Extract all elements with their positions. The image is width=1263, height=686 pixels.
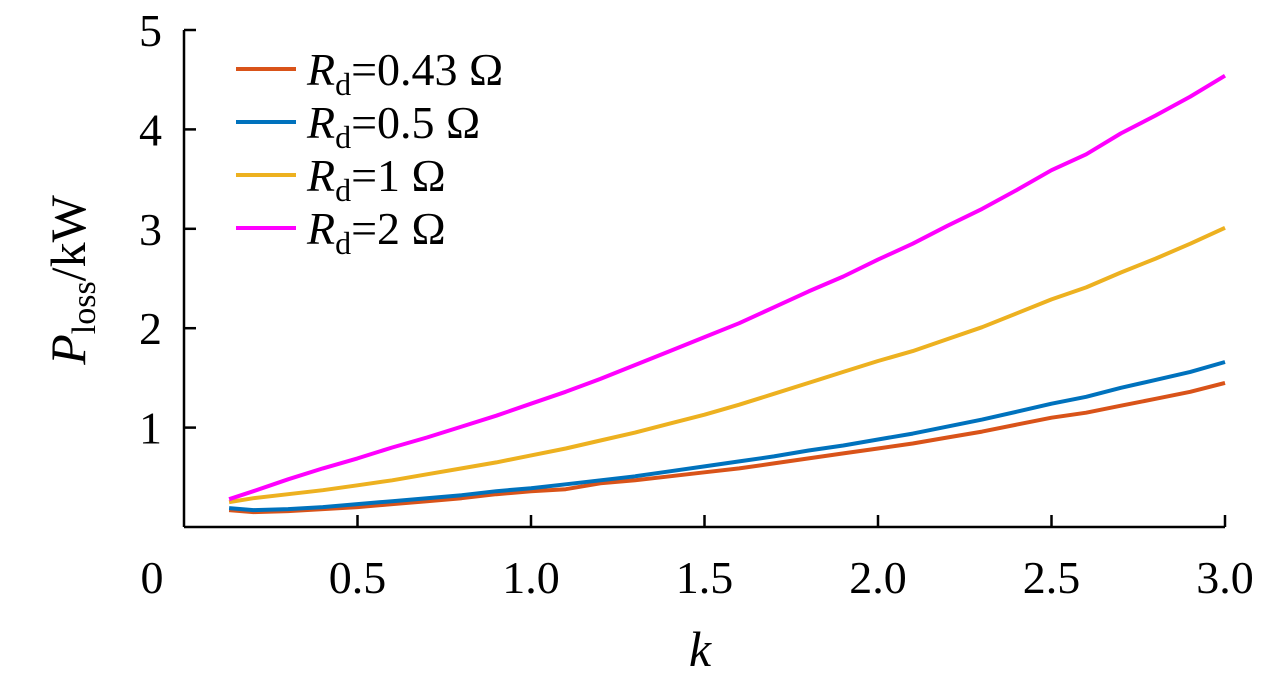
y-tick-label: 1	[139, 403, 162, 454]
legend-label-4: Rd=2 Ω	[306, 203, 446, 261]
y-axis-title-main: P	[40, 334, 96, 366]
y-axis-title-tail: /kW	[40, 194, 96, 281]
x-tick-label: 2.0	[849, 552, 907, 603]
x-tick-label: 3.0	[1196, 552, 1254, 603]
x-tick-label: 1.5	[676, 552, 734, 603]
y-axis-title: Ploss/kW	[40, 194, 103, 365]
x-tick-label: 0.5	[329, 552, 387, 603]
y-tick-label: 2	[139, 303, 162, 354]
x-axis-title: k	[689, 621, 712, 677]
legend: Rd=0.43 ΩRd=0.5 ΩRd=1 ΩRd=2 Ω	[236, 44, 503, 261]
x-origin-label: 0	[141, 552, 164, 603]
series-line-2	[228, 360, 1226, 513]
series-line-4	[228, 73, 1227, 502]
y-ticks: 1 2 3 4 5	[139, 5, 196, 454]
plot-lines	[228, 73, 1227, 515]
x-ticks: 0.5 1.0 1.5 2.0 2.5 3.0	[329, 515, 1254, 603]
legend-label-1: Rd=0.43 Ω	[306, 44, 503, 102]
y-axis-title-sub: loss	[66, 281, 103, 334]
x-tick-label: 1.0	[502, 552, 560, 603]
y-tick-label: 4	[139, 104, 162, 155]
axes: 0.5 1.0 1.5 2.0 2.5 3.0 1 2 3 4 5	[139, 5, 1254, 603]
legend-label-2: Rd=0.5 Ω	[306, 97, 480, 155]
y-tick-label: 3	[139, 204, 162, 255]
series-line-1	[228, 380, 1226, 515]
x-tick-label: 2.5	[1023, 552, 1081, 603]
series-line-3	[228, 225, 1226, 505]
legend-label-3: Rd=1 Ω	[306, 150, 446, 208]
y-tick-label: 5	[139, 5, 162, 56]
